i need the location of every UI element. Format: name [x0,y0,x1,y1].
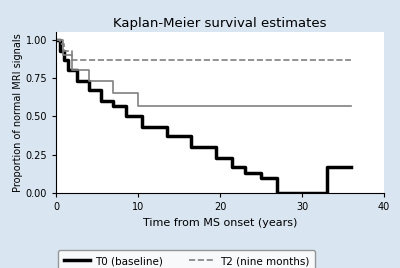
Legend: T0 (baseline), T1 (one month), T2 (nine months): T0 (baseline), T1 (one month), T2 (nine … [58,250,316,268]
Title: Kaplan-Meier survival estimates: Kaplan-Meier survival estimates [113,17,327,29]
Y-axis label: Proportion of normal MRI signals: Proportion of normal MRI signals [12,33,22,192]
X-axis label: Time from MS onset (years): Time from MS onset (years) [143,218,297,228]
